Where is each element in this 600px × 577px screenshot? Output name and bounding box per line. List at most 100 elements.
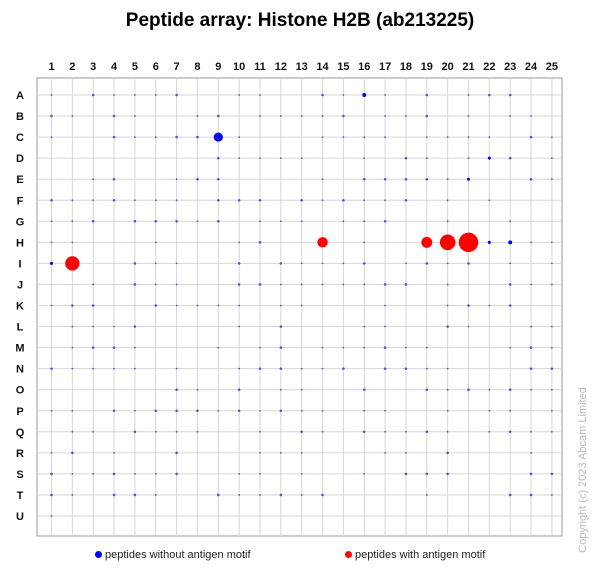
trace-dot	[529, 346, 533, 349]
legend-label-with-motif: peptides with antigen motif	[355, 549, 486, 561]
trace-dot	[467, 304, 470, 307]
legend-label-without-motif: peptides without antigen motif	[105, 549, 251, 561]
trace-dot	[50, 451, 53, 454]
point-without-motif	[508, 240, 513, 245]
trace-dot	[529, 493, 533, 497]
trace-dot	[446, 325, 449, 328]
trace-dot	[425, 114, 429, 118]
trace-dot	[488, 199, 491, 202]
trace-dot	[175, 409, 178, 413]
trace-dot	[154, 409, 158, 413]
trace-dot	[446, 367, 449, 370]
trace-dot	[404, 283, 408, 286]
trace-dot	[50, 220, 53, 223]
trace-dot	[154, 199, 157, 202]
trace-dot	[404, 156, 408, 160]
data-points	[49, 93, 513, 271]
col-label: 23	[504, 61, 516, 73]
trace-dot	[113, 367, 115, 370]
trace-dot	[551, 388, 553, 391]
trace-dot	[50, 241, 53, 244]
trace-dot	[300, 220, 303, 223]
trace-dot	[321, 262, 324, 265]
trace-dot	[321, 409, 324, 412]
row-label: F	[17, 195, 24, 207]
trace-dot	[71, 430, 74, 433]
trace-dot	[71, 241, 74, 244]
trace-dot	[488, 136, 491, 139]
point-without-motif	[467, 177, 470, 181]
trace-dot	[258, 283, 262, 286]
trace-dot	[321, 346, 324, 349]
trace-dot	[508, 493, 512, 497]
trace-dot	[238, 94, 241, 96]
trace-dot	[446, 178, 449, 181]
col-label: 3	[90, 61, 96, 73]
row-label: H	[16, 237, 24, 249]
trace-dot	[467, 262, 470, 265]
row-label: Q	[16, 427, 25, 439]
row-label: J	[17, 279, 23, 291]
trace-dot	[551, 430, 553, 433]
trace-dot	[509, 346, 512, 349]
trace-dot	[529, 135, 533, 139]
trace-dot	[530, 241, 532, 244]
trace-dot	[446, 472, 449, 476]
col-label: 14	[316, 61, 329, 73]
col-label: 9	[215, 61, 221, 73]
trace-dot	[133, 220, 137, 223]
trace-dot	[321, 283, 324, 286]
col-label: 24	[525, 61, 538, 73]
trace-dot	[134, 409, 136, 412]
trace-dot	[342, 346, 345, 349]
col-label: 1	[48, 61, 54, 73]
trace-dot	[509, 115, 512, 117]
trace-dot	[71, 346, 74, 349]
trace-dot	[258, 198, 262, 202]
legend-red-dot	[345, 551, 352, 558]
trace-dot	[133, 430, 137, 434]
trace-dot	[50, 472, 53, 476]
trace-dot	[551, 178, 553, 181]
trace-dot	[71, 115, 74, 117]
trace-dot	[508, 388, 512, 392]
trace-dot	[238, 494, 241, 496]
trace-dot	[237, 283, 241, 286]
trace-dot	[446, 388, 449, 391]
trace-dot	[50, 198, 53, 202]
trace-dot	[154, 473, 157, 475]
trace-dot	[467, 136, 470, 139]
trace-dot	[259, 94, 261, 96]
trace-dot	[259, 346, 261, 349]
trace-dot	[321, 430, 324, 433]
trace-dot	[321, 493, 324, 497]
trace-dot	[279, 493, 283, 497]
point-without-motif	[487, 156, 491, 160]
trace-dot	[383, 367, 387, 370]
point-with-motif	[317, 237, 328, 248]
trace-dot	[112, 472, 116, 476]
trace-dot	[71, 409, 74, 412]
trace-dot	[217, 304, 220, 307]
trace-dot	[488, 304, 491, 307]
trace-dot	[342, 367, 345, 370]
trace-dot	[363, 409, 366, 412]
trace-dot	[217, 156, 220, 160]
trace-dot	[425, 157, 428, 160]
col-label: 12	[275, 61, 287, 73]
trace-dot	[530, 283, 532, 286]
trace-dot	[112, 493, 116, 497]
row-label: D	[16, 153, 24, 165]
trace-dot	[71, 220, 74, 223]
trace-dot	[508, 304, 512, 307]
trace-dot	[383, 346, 387, 349]
trace-dot	[154, 494, 157, 496]
trace-dot	[321, 115, 324, 117]
trace-dot	[529, 177, 533, 181]
trace-dot	[425, 177, 429, 181]
trace-dot	[50, 493, 53, 497]
trace-dot	[342, 136, 345, 139]
trace-dot	[300, 115, 303, 117]
trace-dot	[134, 136, 136, 139]
